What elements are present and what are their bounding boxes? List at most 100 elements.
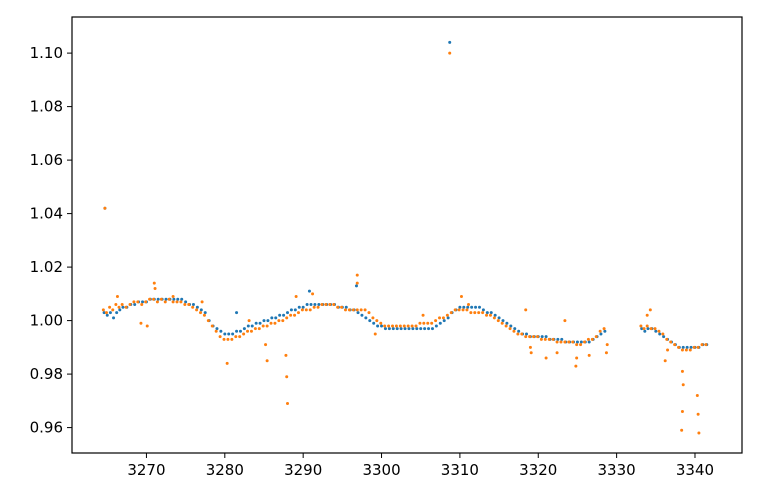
data-point: [646, 327, 650, 331]
data-point: [286, 311, 289, 315]
data-point: [696, 412, 700, 416]
data-point: [602, 327, 606, 331]
y-tick-label: 0.98: [30, 365, 63, 383]
data-point: [355, 273, 359, 277]
data-point: [102, 311, 106, 315]
data-point: [372, 321, 376, 325]
data-point: [336, 305, 340, 309]
data-point: [373, 332, 377, 336]
data-point: [344, 305, 348, 309]
data-point: [539, 337, 543, 341]
data-point: [117, 305, 121, 309]
data-point: [124, 305, 128, 309]
data-point: [264, 343, 268, 347]
data-point: [108, 311, 112, 315]
data-point: [470, 305, 474, 309]
data-point: [448, 40, 452, 44]
data-point: [284, 353, 288, 357]
data-point: [249, 329, 253, 333]
data-point: [238, 335, 242, 339]
data-point: [704, 343, 708, 347]
data-point: [247, 319, 251, 323]
data-point: [301, 305, 305, 309]
data-point: [286, 402, 289, 406]
data-point: [658, 332, 662, 336]
data-point: [293, 308, 297, 312]
data-point: [681, 345, 685, 349]
data-point: [673, 343, 677, 347]
data-point: [459, 295, 463, 299]
data-point: [567, 340, 571, 344]
data-point: [206, 319, 210, 323]
data-point: [343, 308, 347, 312]
data-point: [438, 321, 442, 325]
data-point: [238, 329, 242, 333]
data-point: [376, 324, 380, 328]
data-point: [442, 319, 446, 323]
data-point: [391, 327, 395, 331]
data-point: [662, 335, 666, 339]
data-point: [394, 324, 398, 328]
x-tick-label: 3270: [127, 461, 165, 479]
x-tick-label: 3280: [206, 461, 244, 479]
data-point: [555, 351, 559, 355]
data-point: [532, 335, 536, 339]
data-point: [535, 335, 539, 339]
data-point: [246, 329, 250, 333]
data-point: [269, 321, 273, 325]
data-point: [481, 308, 485, 312]
data-point: [179, 300, 183, 304]
data-point: [328, 303, 332, 307]
data-point: [563, 340, 567, 344]
data-point: [316, 305, 320, 309]
data-point: [605, 343, 609, 347]
x-tick-label: 3310: [441, 461, 479, 479]
data-point: [254, 321, 258, 325]
data-point: [402, 324, 406, 328]
data-point: [512, 329, 516, 333]
data-point: [171, 295, 175, 299]
data-point: [121, 305, 125, 309]
data-point: [222, 337, 226, 341]
data-point: [187, 303, 191, 307]
data-point: [423, 327, 427, 331]
data-point: [430, 321, 434, 325]
data-point: [525, 332, 528, 336]
data-point: [265, 324, 269, 328]
data-point: [427, 327, 431, 331]
data-point: [172, 297, 176, 301]
data-point: [497, 316, 501, 320]
data-point: [680, 348, 684, 352]
y-tick-label: 0.96: [30, 419, 63, 437]
data-point: [587, 353, 591, 357]
data-point: [155, 300, 159, 304]
data-point: [528, 335, 532, 339]
data-point: [657, 329, 661, 333]
data-point: [253, 327, 257, 331]
data-point: [235, 311, 239, 315]
data-point: [645, 313, 649, 317]
data-point: [649, 327, 653, 331]
data-point: [296, 311, 300, 315]
data-point: [164, 297, 168, 301]
data-point: [462, 305, 466, 309]
data-point: [234, 335, 238, 339]
data-point: [309, 303, 313, 307]
data-point: [145, 324, 149, 328]
data-point: [445, 313, 449, 317]
data-point: [403, 327, 407, 331]
data-point: [540, 335, 544, 339]
data-point: [528, 345, 532, 349]
data-point: [320, 303, 324, 307]
data-point: [645, 324, 649, 328]
data-point: [544, 356, 548, 360]
data-point: [159, 297, 163, 301]
data-point: [575, 340, 579, 344]
data-point: [175, 300, 179, 304]
data-point: [571, 340, 575, 344]
data-point: [294, 295, 298, 299]
data-point: [505, 321, 509, 325]
data-point: [144, 300, 148, 304]
data-point: [590, 337, 594, 341]
